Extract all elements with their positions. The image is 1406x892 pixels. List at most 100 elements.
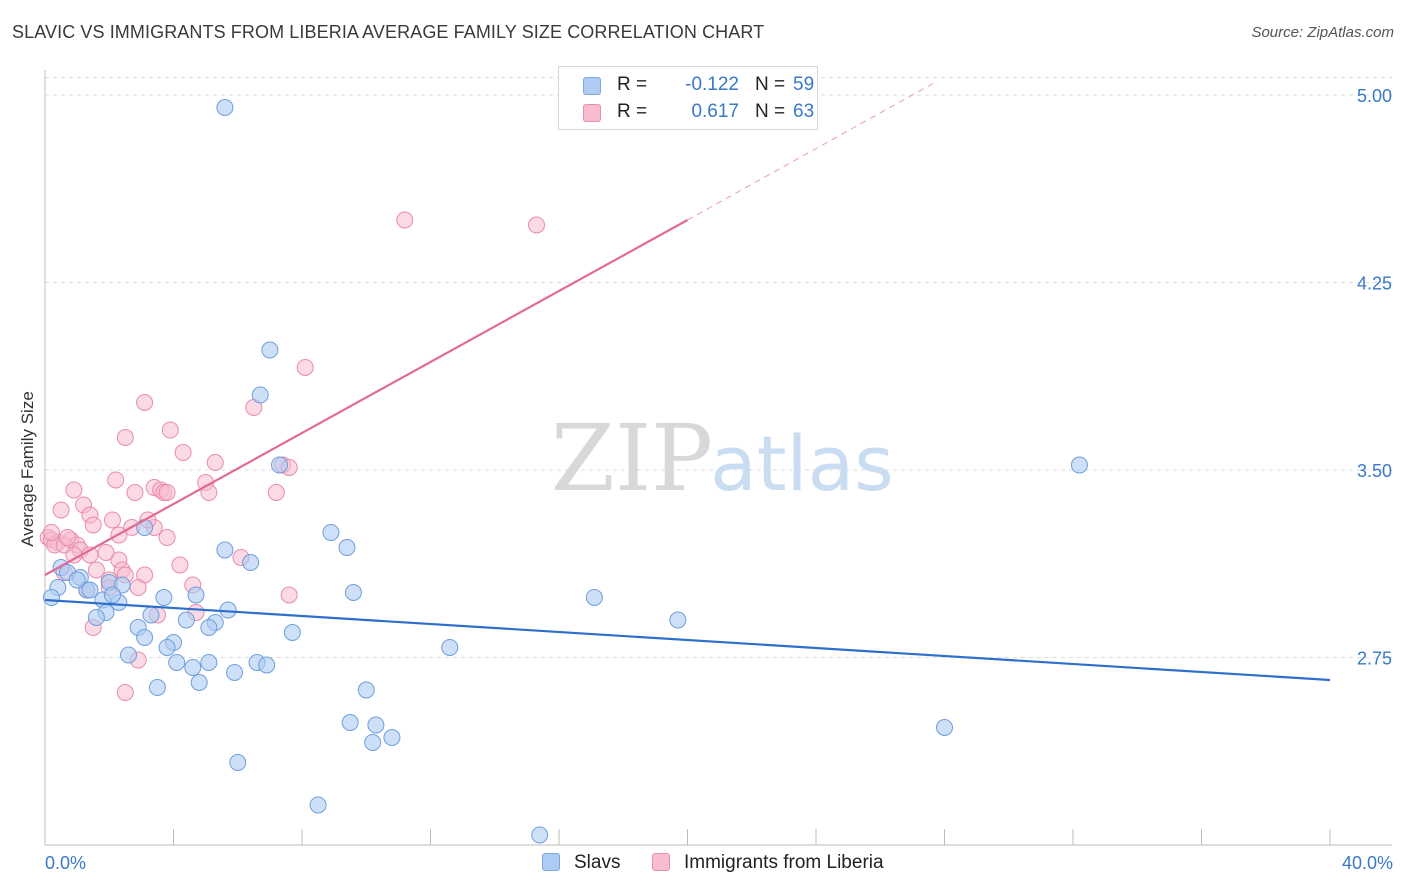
x-tick-label-min: 0.0% <box>45 853 86 873</box>
slavs-point <box>338 539 356 556</box>
liberia-point <box>126 484 144 501</box>
slavs-point <box>87 609 105 626</box>
slavs-point <box>103 586 121 604</box>
liberia-point <box>267 484 285 501</box>
liberia-point <box>174 444 192 461</box>
liberia-point <box>158 529 176 546</box>
slavs-point <box>200 619 218 636</box>
liberia-point <box>103 511 121 529</box>
slavs-point <box>184 659 202 676</box>
liberia-legend-label: Immigrants from Liberia <box>684 852 884 873</box>
y-axis-label-wrap: Average Family Size <box>16 391 40 547</box>
slavs-point <box>1070 456 1088 474</box>
slavs-point <box>585 589 603 606</box>
liberia-point <box>107 471 125 489</box>
y-tick-label: 4.25 <box>1357 274 1392 294</box>
slavs-point <box>669 611 687 629</box>
liberia-point <box>87 561 105 579</box>
slavs-point <box>158 639 176 656</box>
trend-lines <box>44 81 1331 682</box>
slavs-point <box>242 554 260 571</box>
watermark: ZIP atlas <box>551 405 894 512</box>
r-value: -0.122 <box>685 74 739 95</box>
r-value: 0.617 <box>691 101 739 122</box>
slavs-swatch <box>583 77 601 95</box>
liberia-point <box>158 484 176 501</box>
slavs-point <box>309 796 327 814</box>
slavs-point <box>216 99 234 116</box>
liberia-point <box>396 211 414 229</box>
y-tick-label: 5.00 <box>1357 86 1392 106</box>
slavs-point <box>258 656 276 674</box>
slavs-legend-label: Slavs <box>574 852 621 873</box>
n-label: N = <box>755 101 786 122</box>
correlation-legend: R = -0.122 N = 59 R = 0.617 N = 63 <box>558 66 818 130</box>
liberia-point <box>136 394 154 411</box>
liberia-point <box>116 684 134 701</box>
liberia-point <box>161 421 179 439</box>
liberia-point <box>42 524 60 541</box>
slavs-point <box>383 729 401 746</box>
liberia-point <box>296 359 314 376</box>
slavs-point <box>344 584 362 601</box>
slavs-point <box>322 524 340 541</box>
slavs-point <box>216 541 234 559</box>
n-value: 59 <box>793 74 815 95</box>
liberia-point <box>206 454 224 471</box>
y-tick-label: 3.50 <box>1357 461 1392 481</box>
slavs-point <box>283 624 301 641</box>
axes <box>44 70 1392 846</box>
slavs-point <box>168 654 186 671</box>
liberia-point <box>528 216 546 234</box>
liberia-trend-line <box>44 219 689 576</box>
slavs-point <box>190 674 208 691</box>
slavs-point <box>271 456 289 474</box>
chart-title: SLAVIC VS IMMIGRANTS FROM LIBERIA AVERAG… <box>12 22 765 42</box>
slavs-point <box>155 589 173 606</box>
slavs-point <box>148 679 166 696</box>
slavs-point <box>357 681 375 699</box>
liberia-point <box>280 586 298 604</box>
r-label: R = <box>617 101 648 122</box>
slavs-point <box>226 664 244 681</box>
liberia-point <box>52 501 70 519</box>
n-label: N = <box>755 74 786 95</box>
liberia-trend-extension <box>687 81 936 221</box>
slavs-point <box>367 716 385 734</box>
watermark-atlas: atlas <box>710 419 894 508</box>
slavs-point <box>200 654 218 671</box>
liberia-swatch <box>583 104 601 122</box>
n-value: 63 <box>793 101 815 122</box>
slavs-points <box>42 99 1088 844</box>
watermark-zip: ZIP <box>551 405 713 512</box>
slavs-point <box>251 386 269 404</box>
liberia-legend-swatch <box>652 853 670 871</box>
slavs-point <box>936 719 953 736</box>
liberia-point <box>116 429 134 446</box>
slavs-point <box>81 581 99 599</box>
grid-lines <box>45 77 1392 658</box>
slavs-point <box>364 734 382 751</box>
slavs-point <box>229 754 247 771</box>
y-axis-label: Average Family Size <box>18 391 37 547</box>
source-label: Source: ZipAtlas.com <box>1251 24 1394 41</box>
liberia-point <box>129 579 147 596</box>
slavs-point <box>531 826 549 844</box>
slavs-point <box>136 629 154 646</box>
liberia-point <box>65 481 83 499</box>
r-label: R = <box>617 74 648 95</box>
slavs-point <box>68 571 86 589</box>
liberia-point <box>58 529 76 546</box>
liberia-point <box>171 556 189 574</box>
slavs-legend-swatch <box>542 853 560 871</box>
tick-labels: 2.75 3.50 4.25 5.00 0.0% 40.0% <box>45 86 1393 873</box>
liberia-point <box>84 516 102 534</box>
slavs-point <box>120 646 138 664</box>
slavs-point <box>341 714 359 731</box>
slavs-point <box>142 606 160 624</box>
y-tick-label: 2.75 <box>1357 649 1392 669</box>
slavs-point <box>261 341 279 359</box>
slavs-point <box>187 586 205 604</box>
slavs-point <box>441 639 459 656</box>
